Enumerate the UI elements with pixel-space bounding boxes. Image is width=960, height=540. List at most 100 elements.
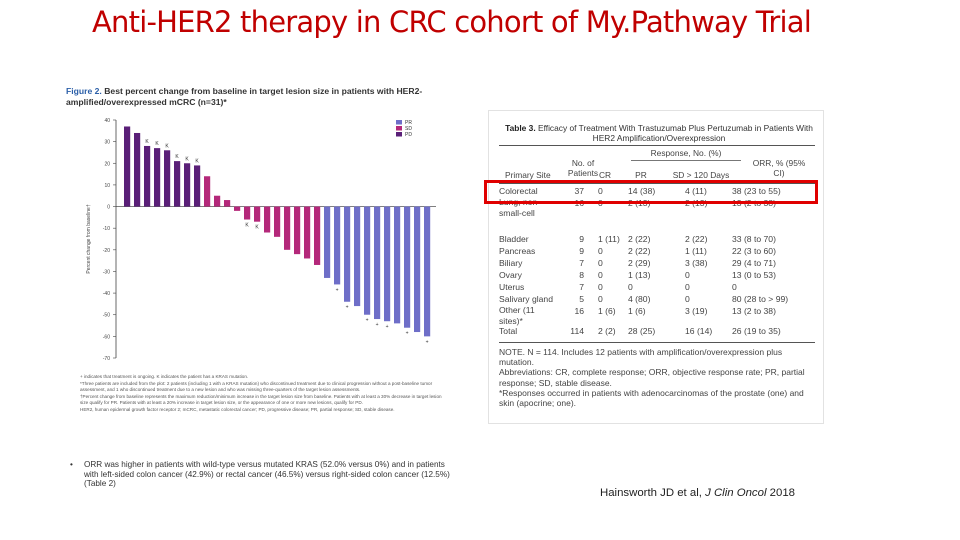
table-cell-site: Uterus [499,282,525,292]
table-row: Pancreas 9 0 2 (22) 1 (11) 22 (3 to 60) [499,245,819,257]
y-tick-label: -70 [103,356,110,362]
table-cell-cr: 0 [598,186,603,196]
table-cell-cr: 2 (2) [598,326,616,336]
table-cell-pr: 1 (13) [628,270,651,280]
citation-year: 2018 [766,487,796,499]
y-tick-label: -30 [103,269,110,275]
legend-swatch [396,120,402,125]
table-cell-orr: 22 (3 to 60) [732,246,776,256]
y-tick-label: 40 [104,118,110,124]
bar-marker-label: K [195,158,199,164]
table-header-sd: SD > 120 Days [672,170,730,180]
table-note: Abbreviations: CR, complete response; OR… [499,367,805,388]
table-cell-cr: 1 (6) [598,306,616,316]
table-header-patients: No. of Patients [567,158,599,178]
table-cell-orr: 13 (0 to 53) [732,270,776,280]
table-header-pr: PR [635,170,647,180]
bar [334,206,341,285]
table-cell-site: Biliary [499,258,523,268]
bar-marker-label: K [245,223,249,229]
bar [374,206,381,320]
figure-notes: + indicates that treatment is ongoing. K… [80,374,450,413]
bar [354,206,361,307]
bar-marker-label: + [346,305,349,311]
table-cell-orr: 13 (2 to 38) [732,306,776,316]
bar [404,206,411,328]
table-cell-site: Colorectal [499,186,538,196]
table-cell-cr: 0 [598,270,603,280]
table-cell-orr: 0 [732,282,737,292]
y-tick-label: 10 [104,183,110,189]
figure-note: †Percent change from baseline represents… [80,393,442,405]
bar-marker-label: K [185,156,189,162]
table-row: Uterus 7 0 0 0 0 [499,281,819,293]
table-cell-orr: 26 (19 to 35) [732,326,781,336]
table-cell-cr: 0 [598,294,603,304]
y-tick-label: -40 [103,291,110,297]
bar [364,206,371,315]
table-row: Total 114 2 (2) 28 (25) 16 (14) 26 (19 to 35) [499,325,819,337]
table-header-group: Response, No. (%) [650,148,722,158]
table-cell-site: Total [499,326,518,336]
table-cell-pr: 28 (25) [628,326,656,336]
table-cell-patients: 37 [574,186,584,196]
waterfall-chart: 40 30 20 10 0 -10 -20 -30 -40 -50 -60 -70 Percent ch… [86,118,436,362]
table-cell-pr: 14 (38) [628,186,656,196]
legend-label: SD [405,126,412,132]
bar-marker-label: + [366,318,369,324]
bar [194,165,201,207]
bar [284,206,291,250]
table-panel: Table 3. Efficacy of Treatment With Tras… [488,110,824,424]
table-row: Ovary 8 0 1 (13) 0 13 (0 to 53) [499,269,819,281]
bar-marker-label: + [386,324,389,330]
bar-marker-label: K [165,143,169,149]
bar-marker-label: + [336,287,339,293]
table-cell-patients: 5 [579,294,584,304]
bar [384,206,391,322]
bar [124,126,131,207]
figure-note: + indicates that treatment is ongoing. K… [80,374,249,379]
bar [414,206,421,333]
y-axis-label: Percent change from baseline† [86,204,92,273]
bar [154,148,161,207]
table-note: NOTE. N = 114. Includes 12 patients with… [499,347,783,368]
bar [224,200,231,207]
table-caption-text: Efficacy of Treatment With Trastuzumab P… [535,123,813,143]
table-cell-pr: 0 [628,282,633,292]
figure-title-text: Best percent change from baseline in tar… [66,86,423,107]
bar [214,195,221,207]
table-rule [631,160,741,161]
y-tick-label: -10 [103,226,110,232]
y-tick-label: -60 [103,334,110,340]
table-cell-sd: 3 (19) [685,306,708,316]
table-notes: NOTE. N = 114. Includes 12 patients with… [499,347,817,408]
table-row: Salivary gland 5 0 4 (80) 0 80 (28 to > 99) [499,293,819,305]
bullet-symbol: • [70,460,73,469]
table-rule [499,145,815,146]
table-cell-patients: 114 [570,326,584,336]
y-tick-label: -50 [103,313,110,319]
table-cell-sd: 3 (38) [685,258,708,268]
table-cell-patients: 8 [579,270,584,280]
figure-panel: Figure 2. Best percent change from basel… [66,86,450,438]
legend-swatch [396,126,402,131]
bar [324,206,331,278]
table-cell-sd: 0 [685,294,690,304]
table-cell-site: Ovary [499,270,522,280]
table-cell-sd: 4 (11) [685,186,707,196]
figure-title: Figure 2. Best percent change from basel… [66,86,450,107]
bullet-text: ORR was higher in patients with wild-typ… [84,460,450,489]
colorectal-highlight-box [484,180,818,204]
citation-authors: Hainsworth JD et al, [600,487,706,499]
table-cell-sd: 0 [685,282,690,292]
bar-marker-label: K [255,225,259,231]
table-cell-cr: 0 [598,246,603,256]
bar [174,161,181,207]
y-tick-label: 20 [104,161,110,167]
bar [314,206,321,265]
table-row: Biliary 7 0 2 (29) 3 (38) 29 (4 to 71) [499,257,819,269]
table-cell-sd: 1 (11) [685,246,707,256]
table-cell-sd: 16 (14) [685,326,713,336]
bar [344,206,351,302]
bar-marker-label: + [426,339,429,345]
